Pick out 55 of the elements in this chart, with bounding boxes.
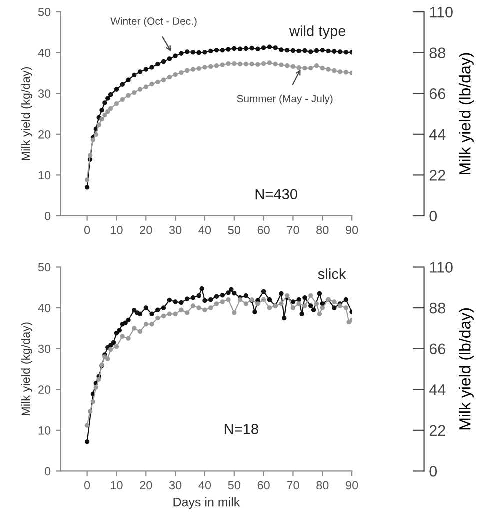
x-axis-title: Days in milk: [174, 498, 240, 510]
y2-tick-label: 0: [430, 210, 438, 222]
x-tick-label: 70: [287, 481, 300, 490]
x-tick-label: 90: [346, 481, 358, 490]
annotation: Summer (May - July): [237, 94, 333, 105]
y-tick-label: 10: [38, 171, 51, 180]
y-tick-label: 10: [38, 426, 51, 435]
x-tick-label: 0: [84, 226, 90, 234]
x-tick-label: 50: [228, 226, 240, 234]
y-axis-title: Milk yield (kg/day): [21, 322, 32, 416]
x-tick-label: 10: [111, 481, 123, 490]
x-tick-label: 20: [140, 481, 152, 490]
x-tick-label: 40: [198, 481, 212, 490]
annotation: wild type: [289, 26, 346, 40]
y2-tick-label: 22: [430, 425, 446, 436]
annotation: N=430: [256, 189, 298, 200]
x-tick-label: 60: [258, 226, 270, 234]
y2-tick-label: 66: [430, 344, 446, 355]
x-tick-label: 90: [346, 226, 358, 234]
x-tick-label: 50: [228, 481, 240, 490]
annotation: slick: [318, 268, 346, 280]
y-tick-label: 20: [38, 130, 51, 139]
y2-tick-label: 110: [430, 6, 453, 18]
y2-tick-label: 88: [430, 48, 446, 59]
y-tick-label: 30: [38, 90, 51, 98]
y-tick-label: 50: [38, 263, 51, 272]
y2-tick-label: 22: [430, 170, 446, 181]
y-tick-label: 40: [38, 304, 51, 312]
x-tick-label: 80: [316, 481, 329, 490]
y2-axis-title: Milk yield (lb/day): [459, 308, 474, 430]
y-tick-label: 0: [45, 212, 51, 220]
x-tick-label: 20: [140, 226, 152, 234]
annotation: N=18: [224, 424, 258, 434]
y-tick-label: 0: [45, 467, 51, 476]
x-tick-label: 80: [316, 226, 329, 234]
x-tick-label: 70: [287, 226, 300, 234]
x-tick-label: 10: [111, 226, 123, 234]
y2-tick-label: 88: [430, 302, 446, 314]
y-tick-label: 50: [38, 8, 51, 16]
y2-tick-label: 44: [430, 129, 446, 140]
y-tick-label: 40: [38, 48, 51, 58]
x-tick-label: 60: [258, 481, 270, 490]
x-tick-label: 30: [169, 481, 182, 490]
y-tick-label: 20: [38, 386, 51, 394]
y2-tick-label: 66: [430, 88, 446, 100]
y2-tick-label: 0: [430, 466, 438, 477]
annotation: Winter (Oct - Dec.): [110, 17, 197, 28]
y2-tick-label: 44: [430, 384, 446, 396]
y-axis-title: Milk yield (kg/day): [21, 68, 32, 160]
y2-axis-title: Milk yield (lb/day): [459, 53, 474, 174]
x-tick-label: 40: [198, 226, 212, 234]
y-tick-label: 30: [38, 344, 51, 354]
x-tick-label: 0: [84, 481, 90, 490]
y2-tick-label: 110: [430, 262, 453, 273]
x-tick-label: 30: [169, 226, 182, 234]
